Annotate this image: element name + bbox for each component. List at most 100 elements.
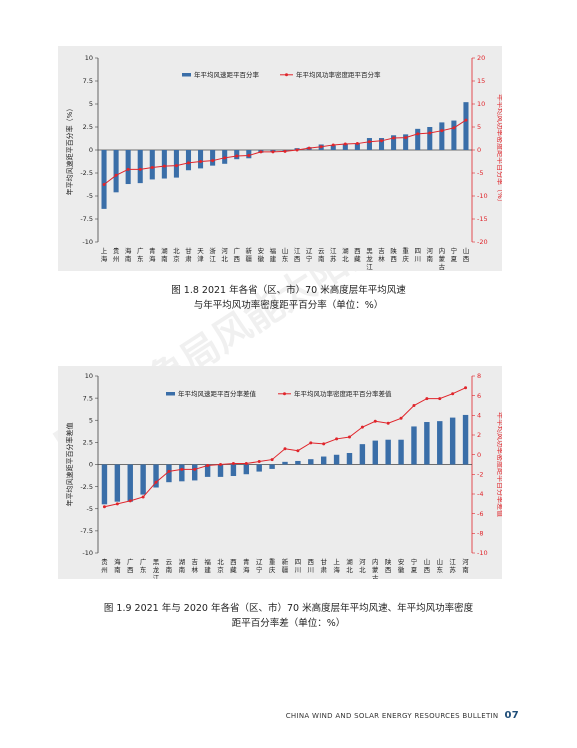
chart-1-line-point [464, 118, 468, 122]
chart-2-bar [437, 421, 443, 465]
chart-2-line-point [373, 419, 377, 423]
chart-2-bar [192, 464, 198, 481]
chart-2-bar [217, 464, 224, 477]
chart-2-left-tick-label: 10 [85, 372, 93, 380]
chart-2-bar [140, 464, 146, 495]
chart-2-right-tick-label: 0 [477, 451, 481, 459]
chart-1-bar [451, 120, 457, 150]
chart-1-category-label: 贵州 [113, 246, 120, 263]
chart-2-bar [101, 464, 108, 505]
chart-2-right-tick-label: 2 [477, 431, 481, 439]
chart-1-category-label: 甘肃 [185, 246, 192, 263]
chart-1-right-axis-title: 年平均风功率密度距平百分率（%） [496, 94, 502, 206]
chart-2-category-label: 云南 [166, 558, 173, 574]
chart-2-bar [398, 439, 404, 465]
chart-1-line-point [331, 143, 335, 147]
chart-2-category-label: 陕西 [385, 557, 392, 574]
chart-1-line-point [428, 131, 432, 135]
chart-1-line-point [355, 142, 359, 146]
chart-2-left-tick-label: -10 [82, 549, 93, 557]
chart-1-line-point [271, 150, 275, 154]
chart-1-category-label: 河南 [427, 247, 434, 263]
chart-1-category-label: 江苏 [330, 247, 337, 263]
chart-1-line-point [416, 132, 420, 136]
chart-2-line-point [322, 442, 326, 446]
chart-1-line-point [199, 160, 203, 163]
chart-2-category-label: 山西 [424, 557, 431, 574]
chart-1-category-label: 安徽 [258, 246, 265, 263]
chart-1-category-label: 宁夏 [451, 246, 458, 263]
chart-2-bar [179, 464, 185, 482]
chart-2-category-label: 河北 [359, 558, 366, 574]
chart-2-line-point [154, 480, 158, 484]
chart-1-legend-label-bar: 年平均风速距平百分率 [194, 70, 260, 79]
chart-1-bar [173, 150, 179, 178]
chart-1-left-tick-label: -5 [87, 192, 93, 200]
chart-2-left-tick-label: -5 [87, 505, 93, 513]
chart-2-line-point [386, 421, 390, 425]
chart-2-line-point [128, 499, 132, 503]
chart-1-line-point [367, 140, 371, 144]
chart-1-category-label: 重庆 [402, 247, 409, 263]
chart-2-bar [153, 464, 159, 488]
chart-2-category-label: 新疆 [282, 557, 289, 574]
chart-1-left-tick-label: 5 [89, 100, 93, 108]
chart-1-line-point [283, 149, 287, 153]
chart-1-right-tick-label: -10 [477, 192, 488, 200]
chart-2-line-point [438, 397, 442, 401]
chart-1-category-label: 广西 [233, 246, 240, 263]
chart-2-right-tick-label: 4 [477, 412, 481, 420]
chart-1-line-point [162, 164, 166, 168]
chart-1-bar [354, 143, 360, 150]
chart-2-bar [256, 464, 262, 472]
chart-2-category-label: 辽宁 [256, 558, 263, 574]
chart-1-right-tick-label: 15 [477, 77, 485, 85]
page-footer: CHINA WIND AND SOLAR ENERGY RESOURCES BU… [286, 710, 519, 721]
chart-1-category-label: 湖北 [342, 246, 349, 263]
chart-2-line-point [464, 386, 468, 390]
chart-2-bar [462, 414, 469, 465]
chart-2-left-tick-label: 0 [89, 461, 93, 469]
chart-2-category-label: 西川 [308, 558, 315, 574]
chart-2-line-point [335, 437, 339, 441]
chart-1-category-label: 云南 [318, 247, 325, 263]
chart-2-category-label: 河南 [462, 558, 469, 574]
chart-2-bar [346, 452, 353, 465]
chart-1-bar [330, 145, 336, 150]
chart-1-right-tick-label: 5 [477, 123, 481, 131]
chart-2-right-tick-label: -2 [477, 471, 483, 479]
chart-2-right-tick-label: 8 [477, 372, 481, 380]
chart-2-line-point [206, 463, 210, 467]
chart-2-line-point [270, 458, 274, 462]
chart-1-bar [342, 143, 348, 150]
chart-1-category-label: 黑龙江 [366, 247, 373, 271]
chart-1-bar [161, 150, 167, 179]
chart-1-line-point [138, 167, 142, 171]
chart-2-left-tick-label: -7.5 [80, 527, 93, 535]
chart-1-bar [463, 102, 469, 150]
chart-1-right-tick-label: -20 [477, 238, 488, 246]
chart-1-left-tick-label: 0 [89, 146, 93, 154]
chart-panel-1: 10 7.5 5 2.5 0 -2.5 -5 -7.5 -10 20 15 10 5 0 -5 -10 -15 -… [58, 46, 502, 271]
chart-2-category-label: 青海 [243, 557, 250, 574]
chart-2-bar [449, 417, 456, 465]
chart-2-category-label: 黑龙江 [153, 558, 160, 579]
chart-2-bar [204, 464, 211, 477]
chart-2-right-tick-label: -6 [477, 510, 483, 518]
chart-1-category-label: 山西 [463, 246, 470, 263]
chart-2-left-tick-label: 2.5 [83, 439, 93, 447]
chart-1-legend-swatch-point [285, 73, 288, 77]
chart-2-line-point [180, 467, 184, 471]
chart-1-bar [185, 150, 192, 171]
chart-2-category-label: 重庆 [269, 558, 276, 574]
chart-1-category-label: 浙江 [209, 246, 216, 263]
chart-1-svg: 10 7.5 5 2.5 0 -2.5 -5 -7.5 -10 20 15 10 5 0 -5 -10 -15 -… [65, 54, 502, 271]
chart-2-category-label: 北京 [217, 558, 224, 574]
chart-1-category-label: 上海 [101, 246, 108, 263]
chart-1-line-point [186, 161, 190, 165]
chart-2-bar [243, 464, 250, 475]
chart-2-left-tick-label: 5 [89, 416, 93, 424]
chart-2-line-point [399, 416, 403, 420]
chart-1-left-tick-label: -2.5 [80, 169, 93, 177]
chart-2-right-tick-label: -8 [477, 530, 483, 538]
